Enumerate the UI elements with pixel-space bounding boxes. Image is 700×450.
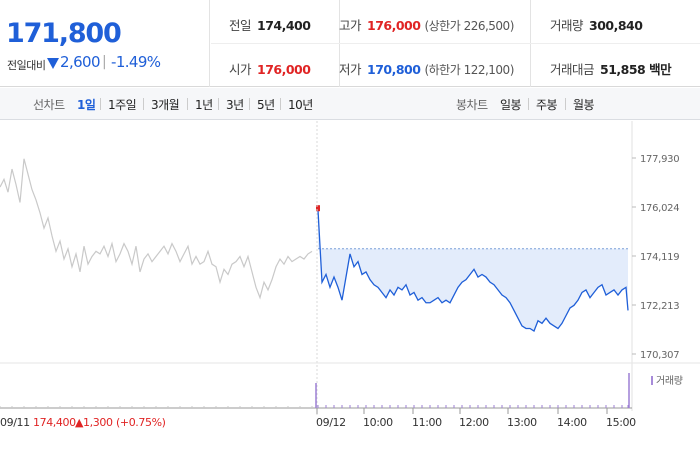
y-tick-label: 174,119 — [640, 252, 679, 263]
x-axis-ticks: 09/11 174,400 ▲1,300 (+0.75%) 09/12 10:00 11:0… — [0, 121, 637, 429]
tab-3m[interactable]: 3개월 — [151, 98, 180, 112]
current-price: 171,800 — [6, 18, 122, 49]
amount-cell: 거래대금 51,858 백만 — [550, 59, 672, 81]
tab-1w[interactable]: 1주일 — [108, 98, 137, 112]
tab-1d[interactable]: 1일 — [77, 98, 96, 112]
tab-separator — [249, 98, 250, 110]
tab-separator — [100, 98, 101, 110]
x-tick-label: 10:00 — [363, 416, 393, 429]
down-triangle-icon — [47, 58, 59, 69]
volume-value: 300,840 — [589, 18, 643, 33]
volume-legend-swatch — [651, 376, 653, 385]
y-tick-label: 177,930 — [640, 154, 679, 165]
high-value: 176,000 — [367, 18, 421, 33]
change-separator: | — [102, 54, 107, 70]
line-chart-label: 선차트 — [33, 98, 65, 112]
prev-day-line — [0, 158, 313, 300]
tab-separator — [280, 98, 281, 110]
x-tick-label: 12:00 — [459, 416, 489, 429]
prev-day-change: ▲1,300 — [75, 416, 113, 429]
volume-cell: 거래량 300,840 — [550, 15, 643, 37]
tab-5y[interactable]: 5년 — [257, 98, 275, 112]
tab-separator — [565, 98, 566, 110]
change-rate: -1.49% — [111, 53, 161, 71]
tab-1y[interactable]: 1년 — [195, 98, 213, 112]
chart-period-tabs: 선차트 1일 1주일 3개월 1년 3년 5년 10년 봉차트 일봉 주봉 월봉 — [0, 88, 700, 120]
x-tick-label: 14:00 — [557, 416, 587, 429]
prev-close-value: 174,400 — [257, 18, 311, 33]
x-tick-label: 09/12 — [316, 416, 346, 429]
tab-10y[interactable]: 10년 — [288, 98, 313, 112]
amount-label: 거래대금 — [550, 62, 595, 77]
x-tick-label: 11:00 — [412, 416, 442, 429]
open-value: 176,000 — [257, 62, 311, 77]
prev-close-label: 전일 — [229, 18, 252, 33]
tab-separator — [528, 98, 529, 110]
y-axis-ticks: 177,930 176,024 174,119 172,213 170,307 — [632, 154, 680, 361]
x-tick-label: 13:00 — [507, 416, 537, 429]
prev-day-close: 174,400 — [33, 416, 76, 429]
price-box: 171,800 전일대비 2,600 | -1.49% — [0, 0, 210, 87]
prev-day-rate: (+0.75%) — [116, 416, 166, 429]
tab-separator — [187, 98, 188, 110]
lower-limit: (하한가 122,100) — [424, 63, 514, 77]
tab-separator — [218, 98, 219, 110]
low-value: 170,800 — [367, 62, 421, 77]
divider — [211, 43, 700, 44]
tab-weekly-candle[interactable]: 주봉 — [536, 98, 558, 112]
low-label: 저가 — [339, 62, 362, 77]
amount-value: 51,858 백만 — [600, 62, 672, 77]
candle-chart-label: 봉차트 — [456, 98, 488, 112]
y-tick-label: 172,213 — [640, 301, 679, 312]
tab-monthly-candle[interactable]: 월봉 — [573, 98, 595, 112]
high-label: 고가 — [339, 18, 362, 33]
change-amount: 2,600 — [60, 53, 101, 71]
x-tick-prev-day: 09/11 — [0, 416, 30, 429]
low-cell: 저가 170,800 (하한가 122,100) — [339, 59, 514, 81]
upper-limit: (상한가 226,500) — [424, 19, 514, 33]
high-cell: 고가 176,000 (상한가 226,500) — [339, 15, 514, 37]
quote-summary: 171,800 전일대비 2,600 | -1.49% 전일 174,400 고가… — [0, 0, 700, 87]
open-marker — [316, 205, 320, 212]
tab-daily-candle[interactable]: 일봉 — [500, 98, 522, 112]
volume-panel: 거래량 — [0, 362, 700, 409]
open-label: 시가 — [229, 62, 252, 77]
tab-3y[interactable]: 3년 — [226, 98, 244, 112]
price-chart[interactable]: 177,930 176,024 174,119 172,213 170,307 09/1… — [0, 121, 700, 450]
tab-separator — [143, 98, 144, 110]
chart-lines — [0, 158, 629, 333]
x-tick-label: 15:00 — [606, 416, 636, 429]
today-price-line — [317, 210, 629, 333]
y-tick-label: 170,307 — [640, 350, 679, 361]
volume-legend-label: 거래량 — [656, 375, 683, 387]
open-cell: 시가 176,000 — [229, 59, 311, 81]
volume-label: 거래량 — [550, 18, 584, 33]
y-tick-label: 176,024 — [640, 203, 679, 214]
prev-close-cell: 전일 174,400 — [229, 15, 311, 37]
change-label: 전일대비 — [7, 59, 46, 72]
